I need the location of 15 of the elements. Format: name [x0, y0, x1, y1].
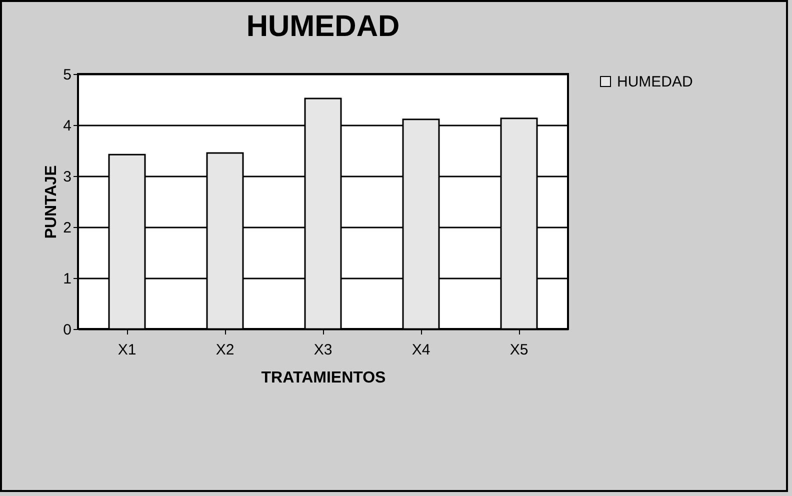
y-tick-label: 1 [63, 270, 72, 288]
y-tick-label: 5 [63, 66, 72, 84]
x-tick-label: X5 [510, 342, 528, 358]
x-axis-title: TRATAMIENTOS [261, 370, 386, 386]
y-tick-label: 3 [63, 168, 72, 186]
x-tick-label: X1 [118, 342, 136, 358]
y-tick-label: 0 [63, 322, 72, 338]
legend-label: HUMEDAD [617, 74, 693, 90]
chart-title: HUMEDAD [246, 10, 400, 43]
x-tick-label: X3 [314, 342, 332, 358]
x-tick-label: X4 [412, 342, 430, 358]
y-axis-title: PUNTAJE [43, 164, 60, 239]
x-tick-label: X2 [216, 342, 234, 358]
y-tick-label: 2 [63, 220, 72, 236]
y-tick-label: 4 [63, 118, 72, 134]
